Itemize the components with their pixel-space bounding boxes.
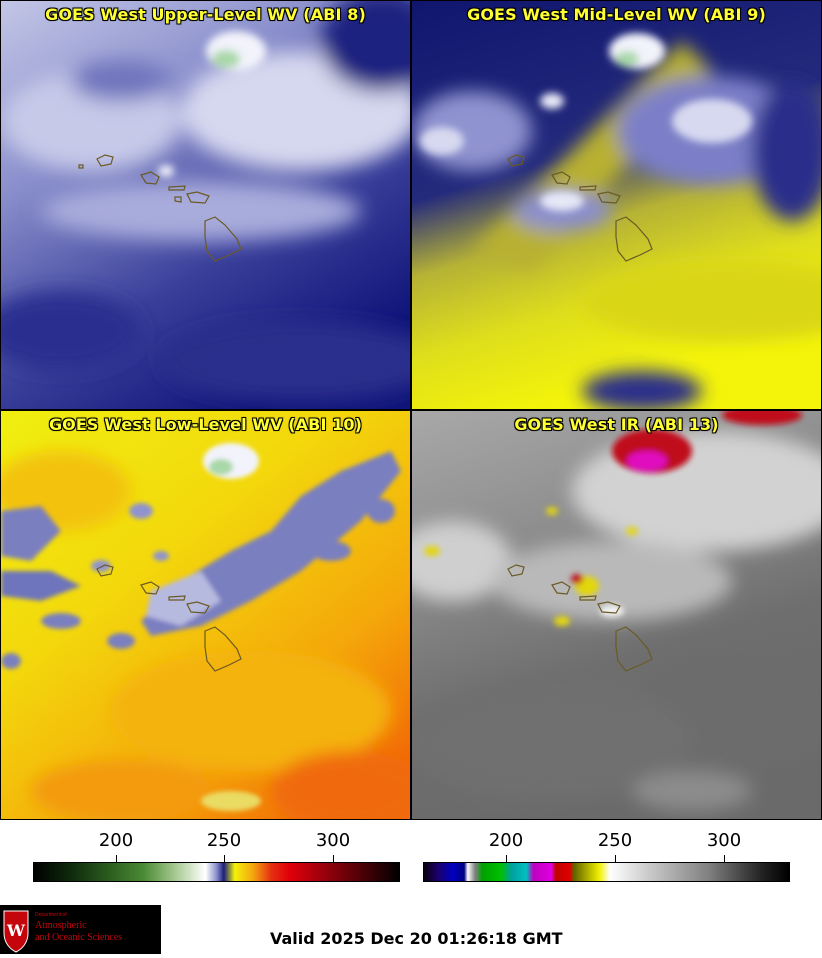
- hawaii-coastlines: [78, 154, 242, 262]
- colorbar-right-tick-label: 250: [597, 830, 633, 851]
- panel-title: GOES West IR (ABI 13): [514, 415, 719, 434]
- panel-ir: GOES West IR (ABI 13): [411, 410, 822, 820]
- panel-mid-level-wv: GOES West Mid-Level WV (ABI 9): [411, 0, 822, 410]
- colorbar-left-tick-label: 200: [98, 830, 134, 851]
- colorbar-right-tick-label: 300: [706, 830, 742, 851]
- panel-title: GOES West Mid-Level WV (ABI 9): [467, 5, 766, 24]
- hawaii-coastlines: [96, 564, 242, 672]
- hawaii-coastlines: [507, 154, 653, 262]
- colorbar-left-tick-label: 300: [315, 830, 351, 851]
- low-level-wv-image: [1, 411, 410, 819]
- colorbar-right-tick: [615, 855, 616, 862]
- colorbar-left-tick: [224, 855, 225, 862]
- mid-level-wv-image: [412, 1, 821, 409]
- colorbar-right: [423, 862, 790, 882]
- panel-upper-level-wv: GOES West Upper-Level WV (ABI 8): [0, 0, 411, 410]
- uw-crest-icon: W: [3, 910, 29, 953]
- svg-text:W: W: [6, 921, 26, 940]
- panel-low-level-wv: GOES West Low-Level WV (ABI 10): [0, 410, 411, 820]
- uw-aos-logo[interactable]: W Department of Atmospheric and Oceanic …: [0, 905, 161, 954]
- panel-title: GOES West Low-Level WV (ABI 10): [48, 415, 363, 434]
- logo-line-atmospheric: Atmospheric: [35, 920, 87, 931]
- colorbar-right-tick: [506, 855, 507, 862]
- valid-time-label: Valid 2025 Dec 20 01:26:18 GMT: [270, 929, 563, 948]
- upper-level-wv-image: [1, 1, 410, 409]
- panel-title: GOES West Upper-Level WV (ABI 8): [45, 5, 366, 24]
- colorbar-left-tick: [333, 855, 334, 862]
- colorbar-left-tick-label: 250: [206, 830, 242, 851]
- colorbar-right-tick: [724, 855, 725, 862]
- ir-image: [412, 411, 821, 819]
- hawaii-coastlines: [507, 564, 653, 672]
- logo-line-oceanic: and Oceanic Sciences: [35, 932, 123, 943]
- logo-dept-line: Department of: [35, 912, 67, 918]
- colorbar-right-tick-label: 200: [488, 830, 524, 851]
- colorbar-left: [33, 862, 400, 882]
- colorbar-left-tick: [116, 855, 117, 862]
